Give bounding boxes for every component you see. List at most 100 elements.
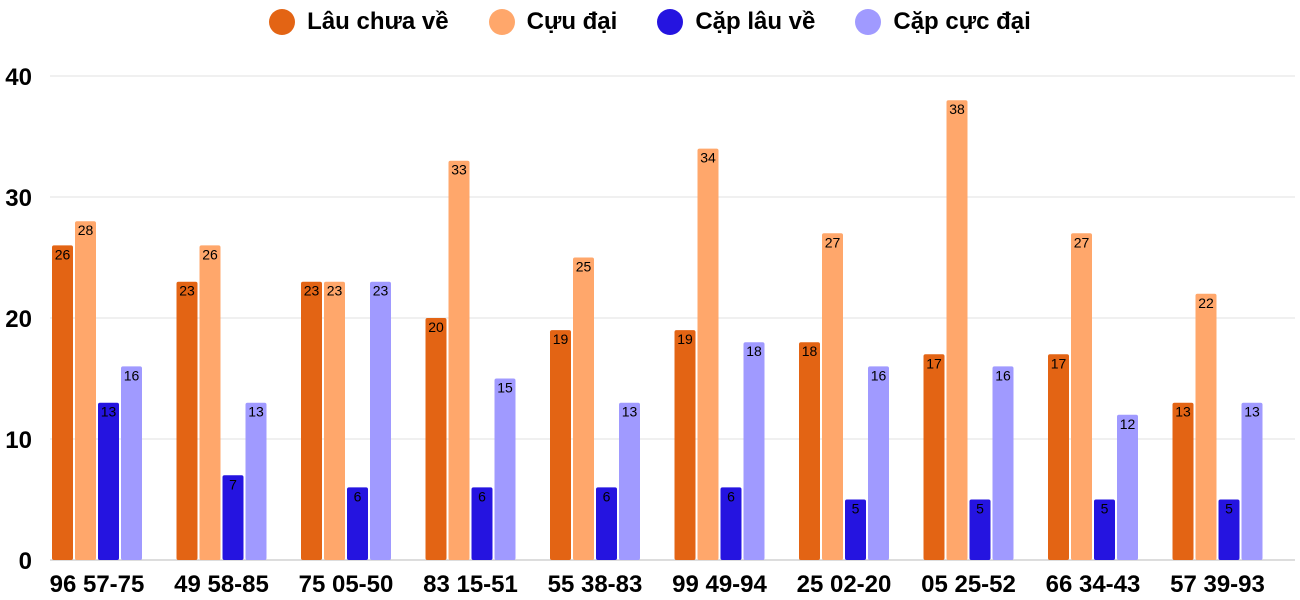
data-label: 12 [1120,416,1136,432]
bar [573,257,594,560]
bar [743,342,765,560]
bar [550,330,571,560]
data-label: 13 [1175,404,1191,420]
data-label: 38 [949,101,965,117]
data-label: 13 [622,404,638,420]
x-tick-label: 49 58-85 [174,571,269,598]
data-label: 17 [926,355,942,371]
bar [1094,499,1115,560]
data-label: 19 [553,331,569,347]
data-label: 23 [179,283,195,299]
bar [1117,414,1138,560]
data-label: 13 [248,404,264,420]
data-label: 26 [55,246,71,262]
legend-item[interactable]: Cựu đại [488,8,618,36]
data-label: 23 [373,283,389,299]
data-label: 13 [1244,404,1260,420]
data-label: 17 [1051,355,1067,371]
data-label: 16 [995,367,1011,383]
x-tick-label: 83 15-51 [423,571,518,598]
bar [868,366,889,560]
bar [347,487,368,560]
bar [1048,354,1069,560]
bar [98,402,119,560]
bar [494,378,516,560]
data-label: 5 [1225,501,1233,517]
bar [425,318,447,560]
y-tick-label: 0 [19,548,32,575]
legend-item[interactable]: Cặp lâu về [657,8,815,36]
bar [1195,293,1217,560]
bar [121,366,142,560]
bar [596,487,617,560]
data-label: 16 [871,367,887,383]
data-label: 13 [101,404,117,420]
data-label: 7 [229,476,237,492]
y-tick-label: 40 [5,64,32,91]
bar [471,487,493,560]
bar [946,100,968,560]
data-label: 6 [478,488,486,504]
bar [822,233,843,561]
x-tick-label: 05 25-52 [921,571,1016,598]
data-label: 5 [1101,501,1109,517]
data-label: 26 [202,246,218,262]
data-label: 5 [852,501,860,517]
bar [619,402,640,560]
x-tick-label: 55 38-83 [548,571,643,598]
data-label: 6 [354,488,362,504]
bar [799,342,820,560]
bar [1071,233,1092,561]
data-label: 27 [825,234,841,250]
data-label: 18 [746,343,762,359]
data-label: 25 [576,259,592,275]
x-tick-label: 75 05-50 [299,571,394,598]
bar [1241,402,1263,560]
legend-swatch [488,9,515,35]
data-label: 33 [451,162,467,178]
bar [1172,402,1194,560]
x-tick-label: 96 57-75 [50,571,145,598]
bar [199,245,221,560]
bar [697,148,719,560]
data-label: 20 [428,319,444,335]
x-tick-label: 99 49-94 [672,571,767,598]
legend-swatch [855,9,882,35]
legend-label: Lâu chưa về [307,8,449,35]
x-tick-label: 25 02-20 [797,571,892,598]
legend-item[interactable]: Cặp cực đại [855,8,1031,36]
data-label: 27 [1074,234,1090,250]
bar [301,281,322,560]
data-label: 5 [976,501,984,517]
y-tick-label: 10 [5,427,32,454]
bar [1218,499,1240,560]
legend: Lâu chưa về Cựu đại Cặp lâu về Cặp cực đại [0,8,1300,36]
legend-swatch [657,9,684,35]
data-label: 6 [727,488,735,504]
legend-swatch [269,9,296,35]
bar [222,475,244,560]
data-label: 15 [497,380,513,396]
data-label: 6 [603,488,611,504]
bar [75,221,96,560]
data-label: 23 [327,283,343,299]
bar [720,487,742,560]
legend-label: Cựu đại [526,8,618,35]
bar [923,354,945,560]
bar [448,160,470,560]
bar [370,281,391,560]
legend-label: Cặp cực đại [893,8,1031,35]
data-label: 16 [124,367,140,383]
bar [245,402,267,560]
x-tick-label: 57 39-93 [1170,571,1265,598]
data-label: 18 [802,343,818,359]
bar [674,330,696,560]
legend-item[interactable]: Lâu chưa về [269,8,449,36]
data-label: 19 [677,331,693,347]
bar [52,245,73,560]
data-label: 34 [700,150,716,166]
legend-label: Cặp lâu về [695,8,816,35]
data-label: 23 [304,283,320,299]
x-tick-label: 66 34-43 [1046,571,1141,598]
